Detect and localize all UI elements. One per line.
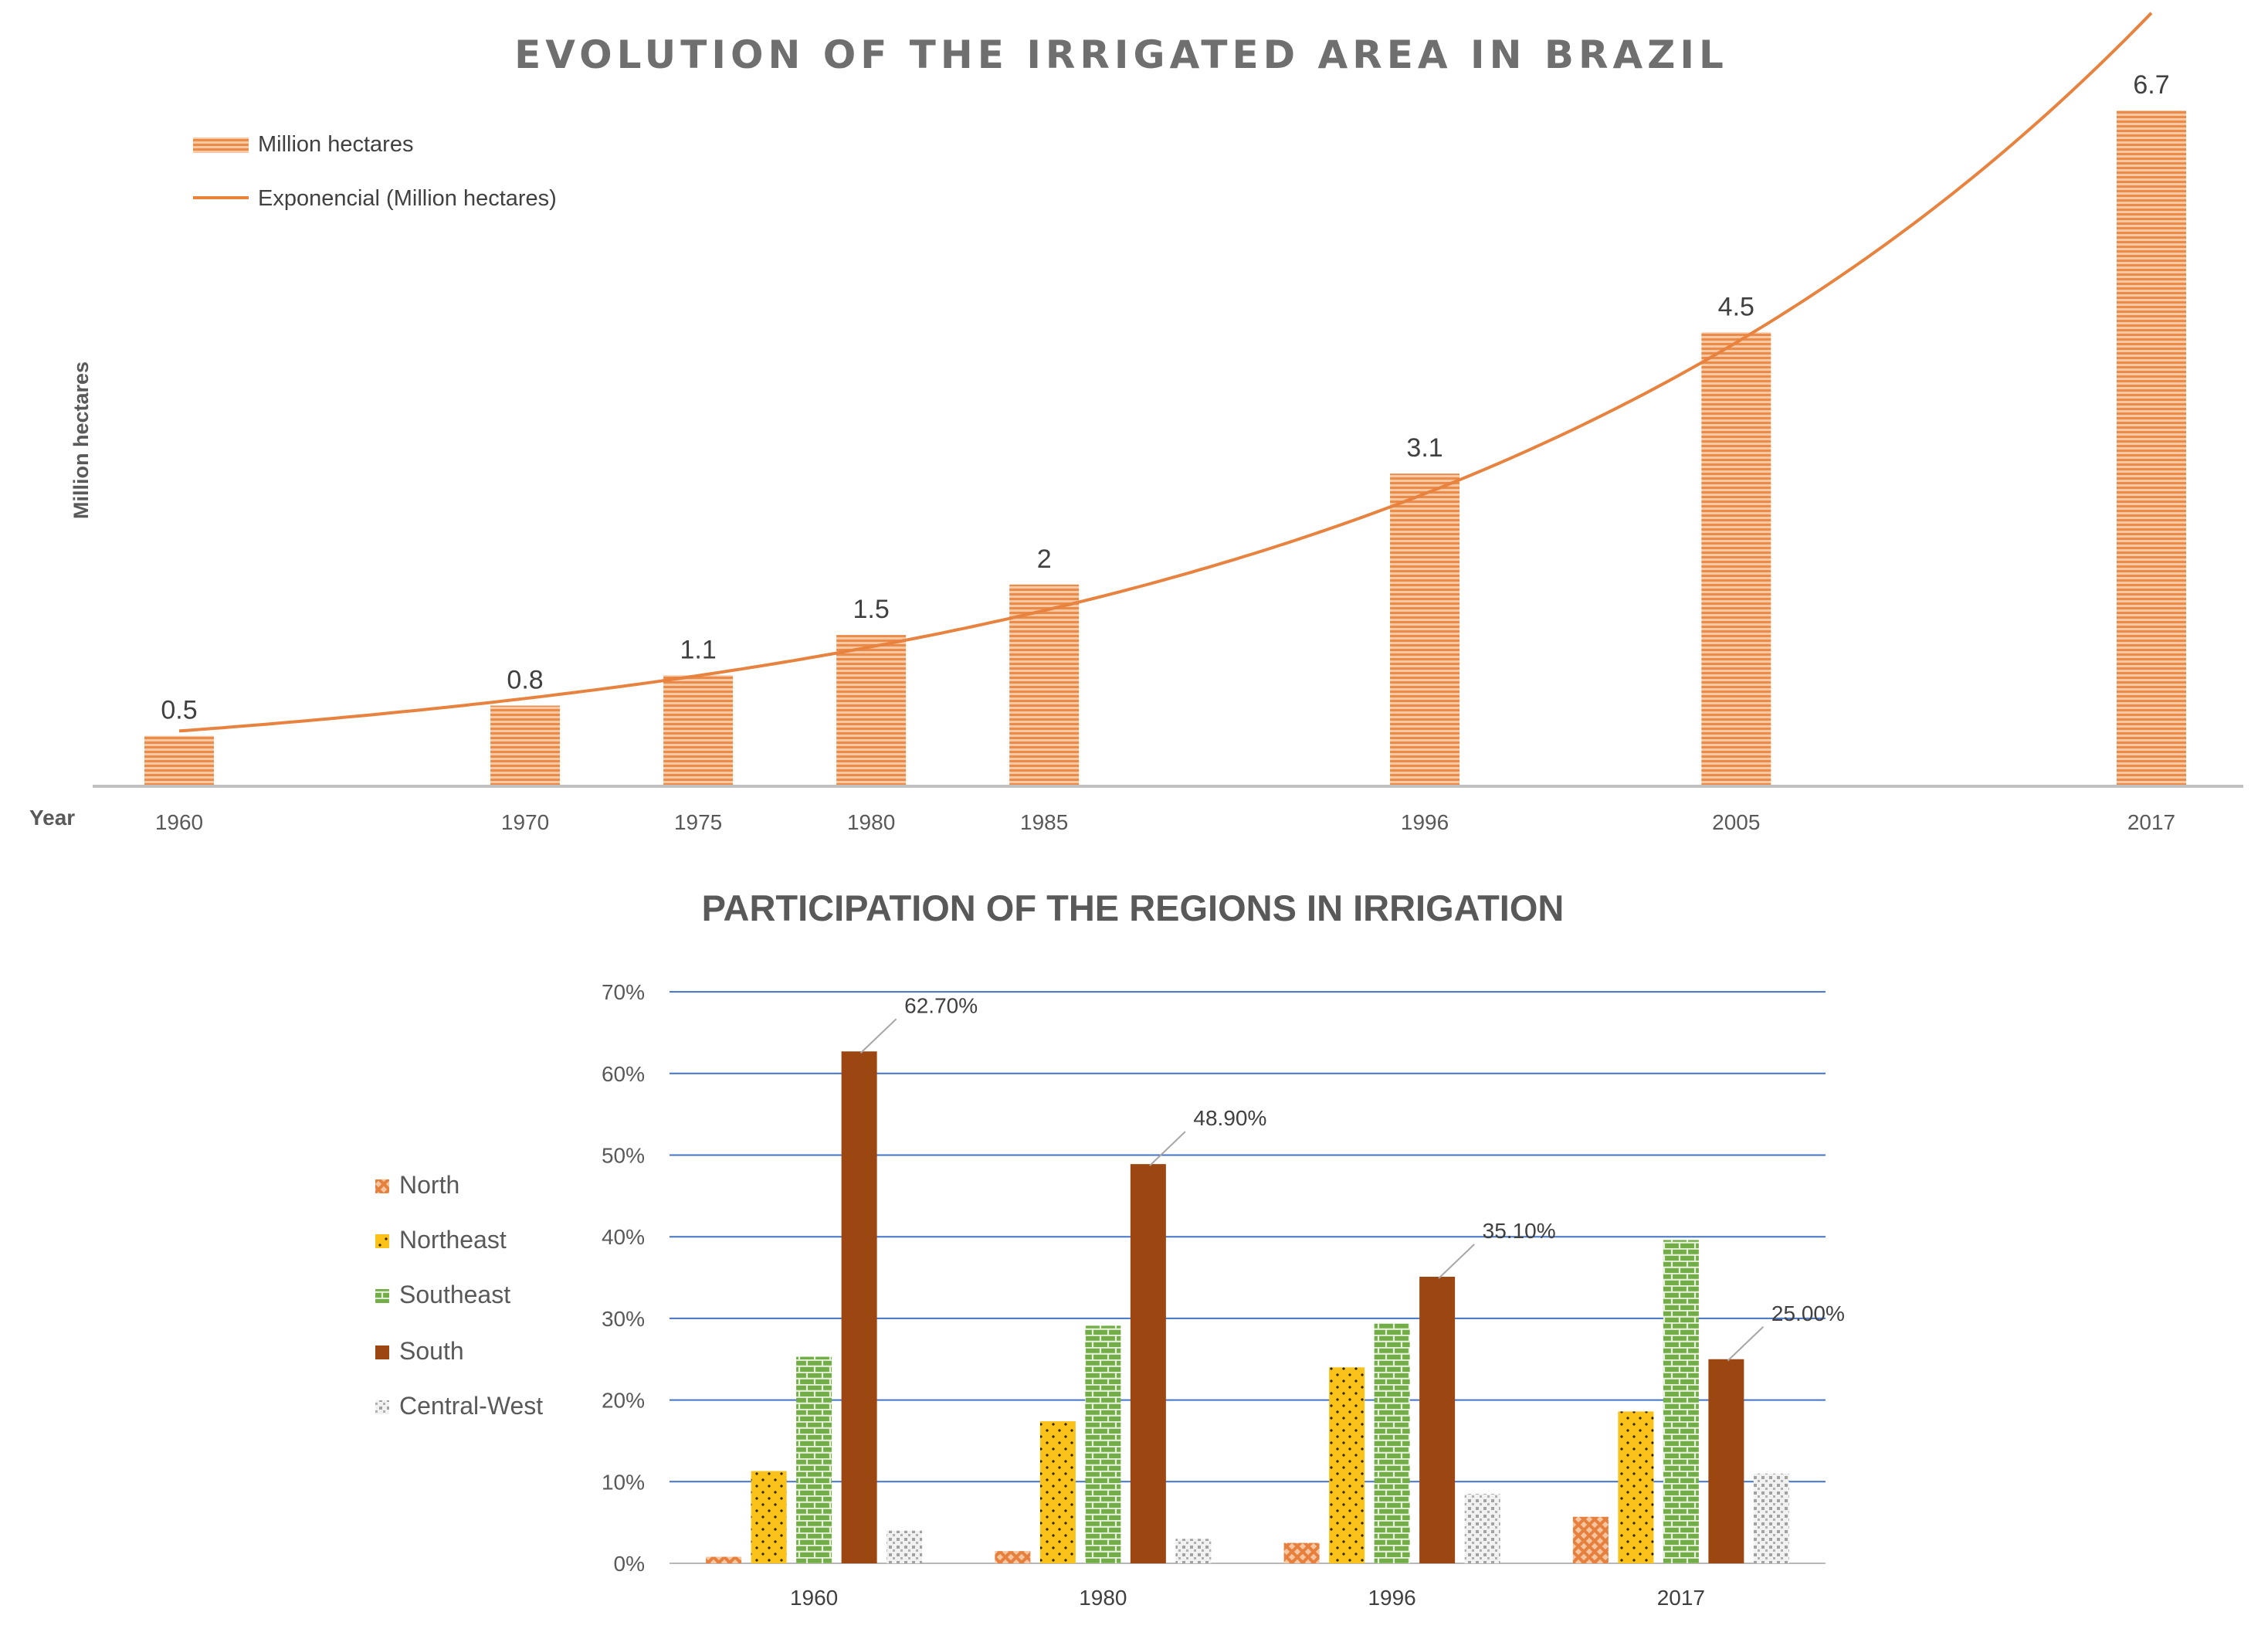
bottom-bars-group (706, 1051, 1789, 1563)
bar-central-west-1980 (1175, 1539, 1212, 1563)
y-tick-70: 70% (602, 980, 645, 1004)
top-bars-group (144, 110, 2186, 787)
bar-north-1980 (995, 1551, 1031, 1563)
legend-swatch-north (375, 1179, 389, 1193)
legend-label-south: South (399, 1337, 464, 1365)
data-label-south-1980: 48.90% (1193, 1106, 1266, 1130)
bar-southeast-1996 (1374, 1323, 1410, 1563)
area-bar-1996 (1390, 473, 1460, 786)
bar-south-1960 (841, 1051, 877, 1563)
data-label-south-2017: 25.00% (1771, 1301, 1845, 1325)
top-legend: Million hectares Exponencial (Million he… (193, 132, 557, 211)
bar-northeast-1960 (751, 1471, 787, 1563)
x-category-1960: 1960 (790, 1586, 838, 1610)
leader-line-south-1980 (1149, 1131, 1186, 1166)
area-bar-1975 (663, 675, 734, 786)
area-bar-1960 (144, 735, 214, 786)
top-chart-title: EVOLUTION OF THE IRRIGATED AREA IN BRAZI… (514, 32, 1728, 77)
legend-label-southeast: Southeast (399, 1281, 510, 1308)
area-bar-2017 (2117, 110, 2186, 787)
bar-central-west-1960 (887, 1530, 923, 1563)
y-tick-30: 30% (602, 1307, 645, 1331)
x-category-1996: 1996 (1368, 1586, 1415, 1610)
legend-label-northeast: Northeast (399, 1226, 507, 1254)
area-bar-1970 (490, 705, 561, 786)
area-bar-2005 (1701, 332, 1771, 786)
legend-label-trend: Exponencial (Million hectares) (258, 186, 557, 211)
area-bar-1980 (836, 635, 907, 786)
y-tick-50: 50% (602, 1144, 645, 1168)
data-label-2005: 4.5 (1718, 292, 1754, 321)
leader-line-south-2017 (1727, 1326, 1765, 1362)
area-bar-1985 (1009, 584, 1080, 786)
data-label-2017: 6.7 (2133, 70, 2169, 100)
leader-line-south-1996 (1438, 1244, 1475, 1279)
data-label-1960: 0.5 (161, 696, 197, 725)
y-tick-60: 60% (602, 1062, 645, 1086)
x-category-2017: 2017 (1657, 1586, 1705, 1610)
data-label-1980: 1.5 (853, 595, 890, 624)
y-tick-0: 0% (614, 1552, 645, 1576)
bar-northeast-1980 (1039, 1421, 1076, 1563)
bar-southeast-1980 (1085, 1325, 1121, 1563)
bottom-chart-title: PARTICIPATION OF THE REGIONS IN IRRIGATI… (702, 887, 1565, 928)
y-tick-20: 20% (602, 1389, 645, 1413)
bar-northeast-2017 (1618, 1411, 1654, 1563)
legend-swatch-northeast (375, 1234, 389, 1248)
x-tick-1975: 1975 (674, 810, 722, 834)
bar-north-2017 (1572, 1516, 1609, 1563)
legend-swatch-bars (193, 137, 249, 153)
bottom-labels-group: 0% 10% 20% 30% 40% 50% 60% 70% 1960 62.70% 1980 48.… (602, 980, 1845, 1610)
data-label-south-1960: 62.70% (904, 993, 978, 1017)
legend-label-central-west: Central-West (399, 1392, 543, 1420)
x-tick-1980: 1980 (847, 810, 895, 834)
bar-southeast-2017 (1663, 1240, 1699, 1563)
legend-label-bars: Million hectares (258, 132, 413, 157)
top-labels-group: 0.5 1960 0.8 1970 1.1 1975 1.5 1980 2 1985 3.1 1996… (155, 70, 2175, 834)
x-tick-2005: 2005 (1712, 810, 1760, 834)
bar-north-1960 (706, 1556, 742, 1563)
data-label-1985: 2 (1037, 545, 1052, 574)
bar-northeast-1996 (1329, 1367, 1365, 1563)
bar-north-1996 (1283, 1542, 1320, 1563)
data-label-1970: 0.8 (507, 666, 543, 695)
bar-central-west-1996 (1464, 1494, 1500, 1563)
top-y-axis-label: Million hectares (69, 361, 93, 519)
top-x-axis-label: Year (29, 806, 75, 830)
bar-central-west-2017 (1753, 1473, 1789, 1563)
y-tick-10: 10% (602, 1470, 645, 1494)
exponential-trend-line (178, 12, 2153, 733)
x-tick-1985: 1985 (1020, 810, 1068, 834)
legend-swatch-southeast (375, 1289, 389, 1303)
legend-swatch-south (375, 1345, 389, 1359)
x-category-1980: 1980 (1079, 1586, 1127, 1610)
bar-south-1980 (1130, 1164, 1166, 1563)
leader-line-south-1960 (859, 1018, 897, 1054)
x-tick-1970: 1970 (501, 810, 549, 834)
x-tick-1960: 1960 (155, 810, 203, 834)
bar-south-2017 (1708, 1359, 1744, 1563)
bar-south-1996 (1419, 1276, 1456, 1563)
x-tick-1996: 1996 (1401, 810, 1449, 834)
data-label-1996: 3.1 (1406, 433, 1443, 463)
y-tick-40: 40% (602, 1225, 645, 1249)
data-label-1975: 1.1 (680, 635, 716, 664)
bar-southeast-1960 (796, 1356, 832, 1563)
bottom-legend: North Northeast Southeast South Central-… (375, 1171, 543, 1420)
x-tick-2017: 2017 (2127, 810, 2175, 834)
data-label-south-1996: 35.10% (1483, 1219, 1556, 1243)
legend-swatch-central-west (375, 1400, 389, 1414)
legend-label-north: North (399, 1171, 459, 1199)
